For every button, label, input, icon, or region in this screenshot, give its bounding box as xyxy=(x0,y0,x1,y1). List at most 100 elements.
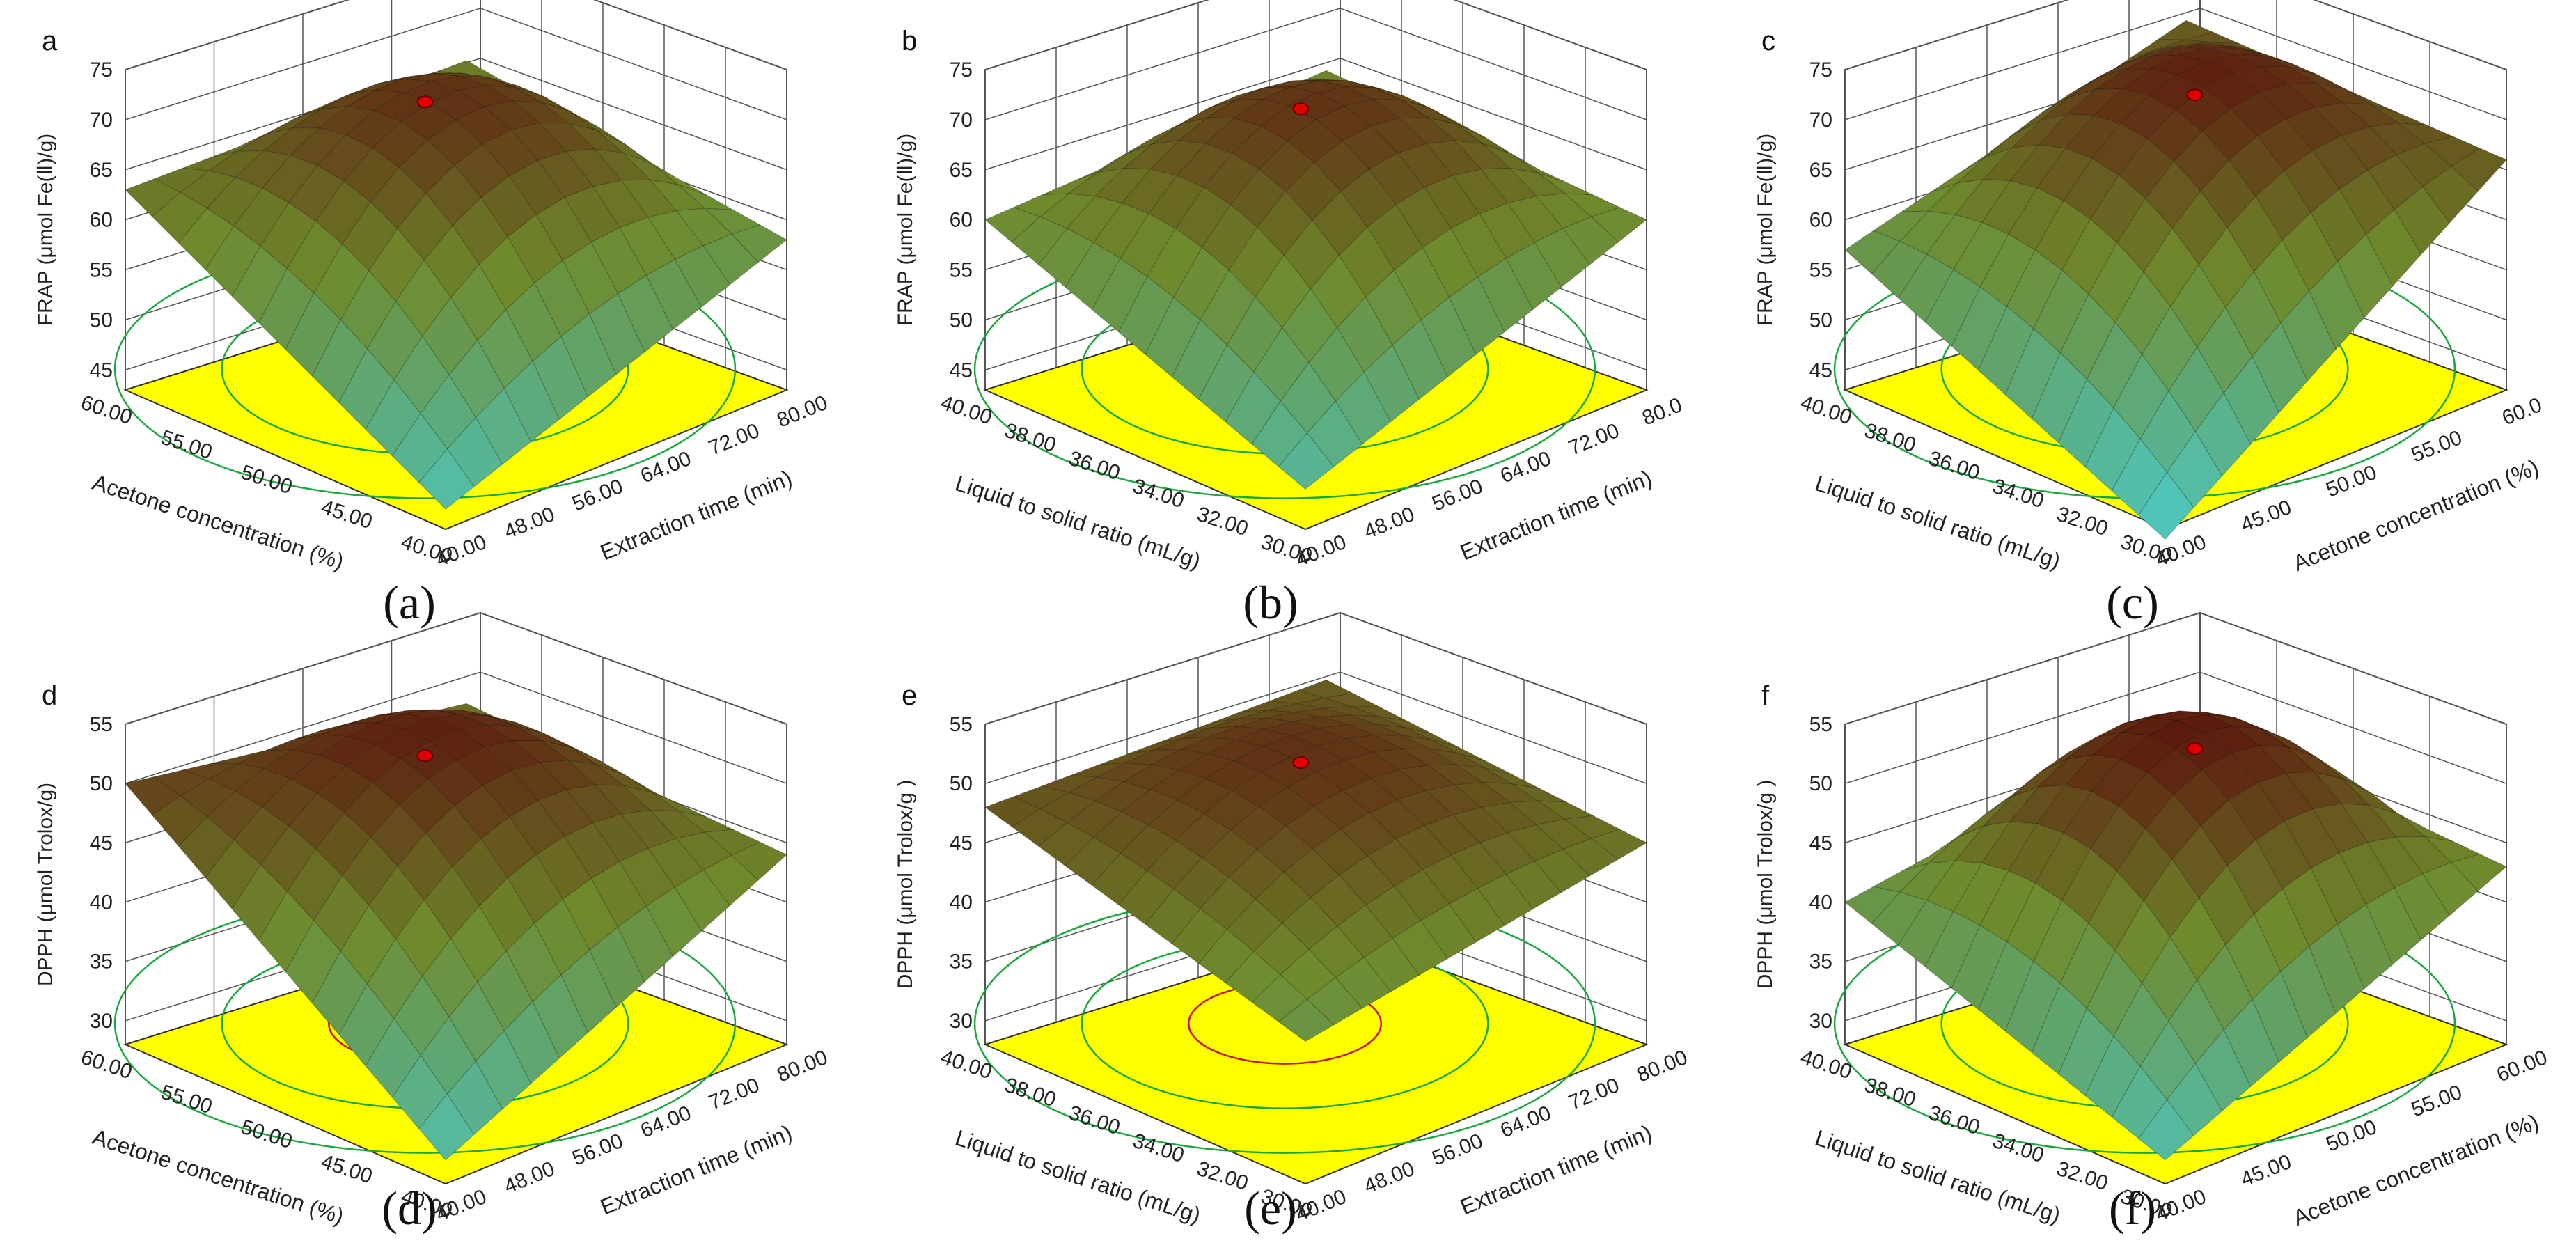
z-tick-label: 75 xyxy=(950,58,973,81)
surface-patch xyxy=(503,1001,560,1085)
surface-patch xyxy=(1239,710,1295,719)
x-tick-label: 45.00 xyxy=(2238,1150,2295,1191)
surface-patch xyxy=(286,221,343,294)
z-axis-title: FRAP (μmol Fe(Ⅱ)/g) xyxy=(894,134,917,327)
surface-patch xyxy=(1225,951,1281,1003)
surface-patch xyxy=(2424,136,2481,167)
z-tick-label: 45 xyxy=(1809,831,1832,854)
surface-patch xyxy=(1924,911,1981,989)
surface-patch xyxy=(1317,738,1374,761)
surface-patch xyxy=(1070,153,1126,183)
panel-caption: (b) xyxy=(1243,576,1298,629)
y-tick-label: 50.00 xyxy=(238,461,295,499)
surface-patch xyxy=(1393,247,1450,321)
surface-patch xyxy=(1233,746,1290,773)
surface-patch xyxy=(290,127,347,166)
x-tick-label: 48.00 xyxy=(501,1157,558,1198)
z-tick-label: 55 xyxy=(950,259,973,282)
surface-patch xyxy=(1154,737,1209,751)
surface-patch xyxy=(1233,98,1290,127)
x-tick-label: 72.00 xyxy=(705,419,762,460)
panel-letter: d xyxy=(42,680,57,711)
y-tick-label: 38.00 xyxy=(1002,419,1059,458)
surface-patch xyxy=(622,785,680,812)
z-axis-title: DPPH (μmol Trolox/g ) xyxy=(894,780,917,990)
optimum-point xyxy=(1292,102,1310,116)
x-tick-label: 48.00 xyxy=(1360,1157,1417,1198)
z-tick-label: 60 xyxy=(950,209,973,232)
surface-patch xyxy=(2340,126,2397,171)
y-tick-label: 32.00 xyxy=(1194,503,1251,541)
y-tick-label: 34.00 xyxy=(1990,475,2047,513)
surface-patch xyxy=(285,919,341,1004)
z-tick-label: 40 xyxy=(90,891,113,914)
x-tick-label: 64.00 xyxy=(1497,1102,1554,1143)
x-axis-title: Extraction time (min) xyxy=(597,465,796,565)
z-axis-title: FRAP (μmol Fe(Ⅱ)/g) xyxy=(1754,134,1777,327)
optimum-point xyxy=(1292,756,1310,769)
surface-patch xyxy=(151,795,208,847)
surface-patch xyxy=(1374,735,1430,750)
z-tick-label: 65 xyxy=(950,159,973,182)
surface-patch xyxy=(2256,118,2314,171)
surface-patch xyxy=(2004,328,2061,420)
surface-patch xyxy=(984,796,1042,827)
y-tick-label: 34.00 xyxy=(1990,1129,2047,1168)
z-tick-label: 55 xyxy=(90,259,113,282)
z-tick-label: 50 xyxy=(90,308,113,331)
z-tick-label: 75 xyxy=(90,58,113,81)
x-axis-title: Extraction time (min) xyxy=(1456,465,1656,565)
y-tick-label: 36.00 xyxy=(1926,1102,1983,1140)
surface-patch xyxy=(1228,849,1285,900)
surface-patch xyxy=(294,94,350,120)
surface-patch xyxy=(365,1017,421,1098)
z-tick-label: 30 xyxy=(950,1010,973,1033)
surface-patch xyxy=(2253,239,2310,324)
z-tick-label: 75 xyxy=(1809,58,1832,81)
z-tick-label: 40 xyxy=(1809,891,1832,914)
surface-patch xyxy=(1898,900,1954,967)
z-tick-label: 60 xyxy=(1809,209,1832,232)
surface-patch xyxy=(2171,824,2228,899)
surface-patch xyxy=(535,836,592,900)
surface-patch xyxy=(1924,269,1981,347)
surface-patch xyxy=(1225,371,1281,445)
surface-patch xyxy=(1278,432,1335,490)
surface-patch xyxy=(1480,167,1537,204)
surface-patch xyxy=(2011,114,2068,148)
surface-patch xyxy=(2316,756,2372,794)
y-tick-label: 38.00 xyxy=(1002,1074,1059,1112)
surface-patch xyxy=(2223,356,2279,445)
surface-patch xyxy=(205,839,261,910)
z-tick-label: 45 xyxy=(90,831,113,854)
z-tick-label: 50 xyxy=(950,772,973,795)
surface-patch xyxy=(2253,888,2310,972)
surface-patch xyxy=(210,750,266,765)
surface-plot-b: 4550556065707540.0048.0056.0064.0072.008… xyxy=(894,0,1686,574)
surface-patch xyxy=(1149,140,1207,176)
y-tick-label: 38.00 xyxy=(1862,419,1919,458)
surface-patch xyxy=(1012,193,1070,217)
z-tick-label: 40 xyxy=(950,891,973,914)
surface-patch xyxy=(418,448,475,510)
z-tick-label: 50 xyxy=(950,308,973,331)
surface-patch xyxy=(1155,727,1211,744)
surface-plot-a: 4550556065707540.0048.0056.0064.0072.008… xyxy=(34,0,831,574)
y-tick-label: 32.00 xyxy=(2054,503,2111,541)
panel-caption: (f) xyxy=(2109,1182,2156,1235)
surface-patch xyxy=(1145,888,1201,945)
y-tick-label: 40.00 xyxy=(1798,1046,1855,1084)
x-tick-label: 48.00 xyxy=(501,503,558,544)
y-axis-title: Acetone concentration (%) xyxy=(90,1124,347,1229)
z-tick-label: 60 xyxy=(90,209,113,232)
z-gridline xyxy=(984,0,1647,70)
y-tick-label: 30.00 xyxy=(1258,531,1315,569)
y-tick-label: 55.00 xyxy=(158,426,215,464)
x-tick-label: 60.00 xyxy=(2493,1046,2550,1087)
surface-patch xyxy=(373,92,430,123)
optimum-point xyxy=(2186,742,2204,756)
surface-patch xyxy=(617,905,674,983)
surface-patch xyxy=(365,379,421,457)
y-tick-label: 40.00 xyxy=(938,391,995,430)
surface-patch xyxy=(1066,196,1123,243)
